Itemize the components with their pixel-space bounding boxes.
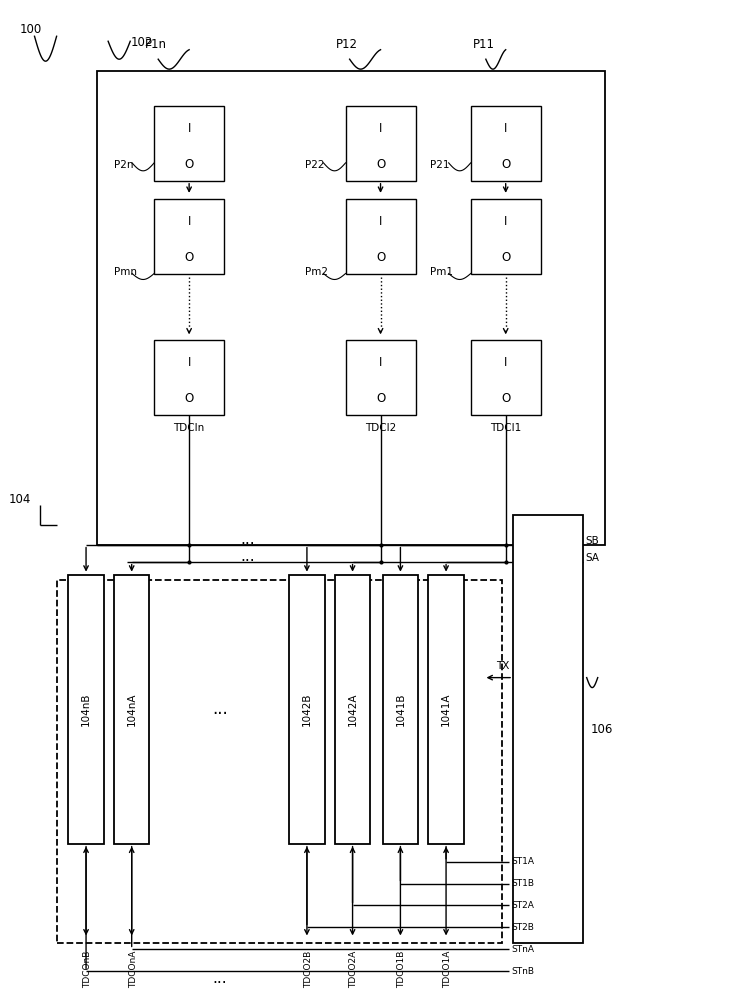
Text: 100: 100 [20,23,42,36]
Text: TDCO1A: TDCO1A [443,950,452,988]
Text: 104nA: 104nA [126,692,137,726]
Text: O: O [185,251,194,264]
Bar [57,580,502,943]
Text: Pmn: Pmn [114,267,137,277]
Text: TDCI1: TDCI1 [490,423,521,433]
Text: Pm2: Pm2 [305,267,328,277]
Bar [154,106,224,181]
Text: O: O [501,251,511,264]
Text: P2n: P2n [114,160,133,170]
Text: I: I [188,356,191,369]
Text: ...: ... [212,700,228,718]
Text: ...: ... [213,971,228,986]
Bar [471,340,541,415]
Text: 104nB: 104nB [81,692,91,726]
Text: 1042B: 1042B [302,692,312,726]
Text: 104: 104 [8,493,31,506]
Text: ST2A: ST2A [511,901,534,910]
Text: I: I [504,122,508,135]
Text: TDCO2B: TDCO2B [304,950,313,988]
Text: TX: TX [496,661,509,671]
Bar [471,199,541,274]
Text: O: O [185,158,194,171]
Text: Pm1: Pm1 [430,267,453,277]
Bar [289,575,324,844]
Text: O: O [185,392,194,405]
Text: TDCO2A: TDCO2A [350,950,358,988]
Text: 102: 102 [130,36,152,49]
Text: P21: P21 [430,160,450,170]
Text: I: I [504,356,508,369]
Bar [346,199,415,274]
Text: STnA: STnA [511,945,534,954]
Text: P1n: P1n [145,38,167,51]
Bar [429,575,464,844]
Text: O: O [501,158,511,171]
Bar [97,71,605,545]
Text: ...: ... [241,549,256,564]
Text: TDCO1B: TDCO1B [398,950,406,988]
Text: I: I [379,122,382,135]
Text: ST1B: ST1B [511,879,534,888]
Bar [114,575,149,844]
Text: I: I [188,122,191,135]
Text: O: O [376,251,385,264]
Bar [154,340,224,415]
Text: O: O [501,392,511,405]
Text: O: O [376,158,385,171]
Text: TDCI2: TDCI2 [365,423,396,433]
Text: P11: P11 [472,38,494,51]
Text: I: I [188,215,191,228]
Text: TDCOnB: TDCOnB [83,950,92,988]
Text: P22: P22 [305,160,324,170]
Bar [69,575,103,844]
Text: ...: ... [241,532,256,547]
Text: 1041B: 1041B [395,692,406,726]
Text: TDCOnA: TDCOnA [129,950,137,988]
Bar [383,575,418,844]
Text: STnB: STnB [511,967,534,976]
Text: ST2B: ST2B [511,923,534,932]
Bar [346,340,415,415]
Bar [471,106,541,181]
Text: ST1A: ST1A [511,857,534,866]
Text: SA: SA [585,553,599,563]
Text: SB: SB [585,536,599,546]
Text: I: I [504,215,508,228]
Text: TDCIn: TDCIn [174,423,205,433]
Text: O: O [376,392,385,405]
Bar [513,515,583,943]
Text: I: I [379,356,382,369]
Text: 1042A: 1042A [347,692,358,726]
Bar [154,199,224,274]
Bar [346,106,415,181]
Text: 1041A: 1041A [441,692,451,726]
Text: 106: 106 [590,723,613,736]
Text: I: I [379,215,382,228]
Text: P12: P12 [336,38,358,51]
Bar [335,575,370,844]
